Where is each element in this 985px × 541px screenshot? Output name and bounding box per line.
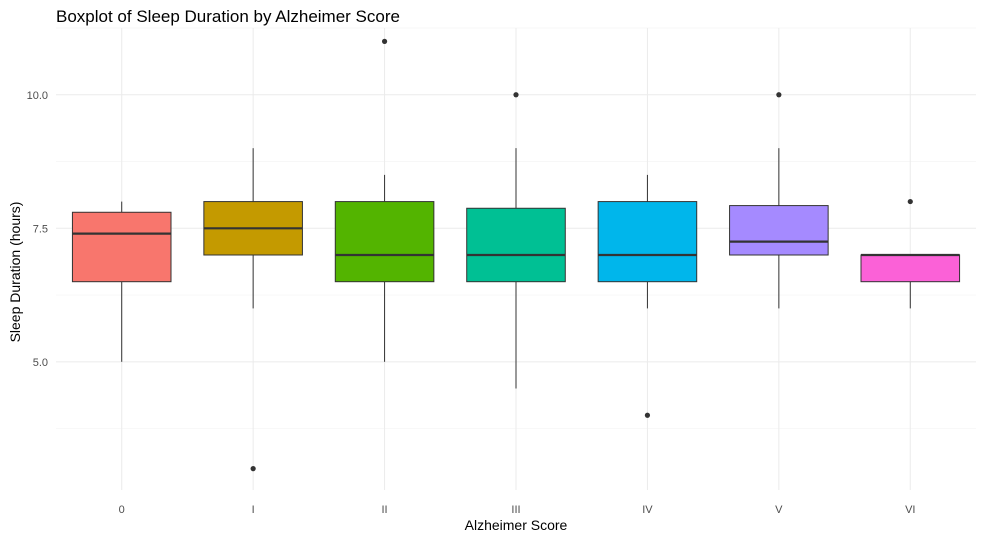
x-tick-label: IV (642, 504, 653, 516)
y-tick-labels: 5.0 7.5 10.0 (27, 90, 48, 369)
y-tick-label: 5.0 (33, 357, 48, 369)
x-tick-label: III (511, 504, 520, 516)
iqr-box (597, 201, 698, 283)
x-tick-labels: 0 I II III IV V VI (119, 504, 916, 516)
y-tick-label: 10.0 (27, 90, 48, 102)
iqr-box (729, 205, 829, 256)
box-V (729, 92, 829, 309)
x-tick-label: II (382, 504, 388, 516)
box-0 (71, 201, 172, 362)
y-tick-label: 7.5 (33, 223, 48, 235)
outlier-point (776, 92, 782, 98)
outlier-point (513, 92, 519, 98)
box-VI (860, 198, 961, 309)
outlier-point (644, 412, 651, 418)
box-II (334, 38, 435, 362)
box-I (203, 148, 303, 472)
outlier-point (381, 38, 388, 44)
box-III (466, 92, 566, 389)
x-tick-label: 0 (119, 504, 125, 516)
y-axis-label: Sleep Duration (hours) (7, 202, 23, 343)
iqr-box (334, 201, 435, 283)
x-tick-label: I (252, 504, 255, 516)
box-series (71, 38, 961, 472)
iqr-box (860, 254, 961, 283)
x-tick-label: V (775, 504, 783, 516)
iqr-box (71, 211, 172, 283)
box-IV (597, 174, 698, 418)
iqr-box (466, 207, 566, 283)
outlier-point (250, 466, 256, 472)
x-axis-label: Alzheimer Score (465, 517, 568, 533)
x-tick-label: VI (905, 504, 915, 516)
chart-title: Boxplot of Sleep Duration by Alzheimer S… (56, 7, 400, 26)
outlier-point (907, 198, 913, 205)
